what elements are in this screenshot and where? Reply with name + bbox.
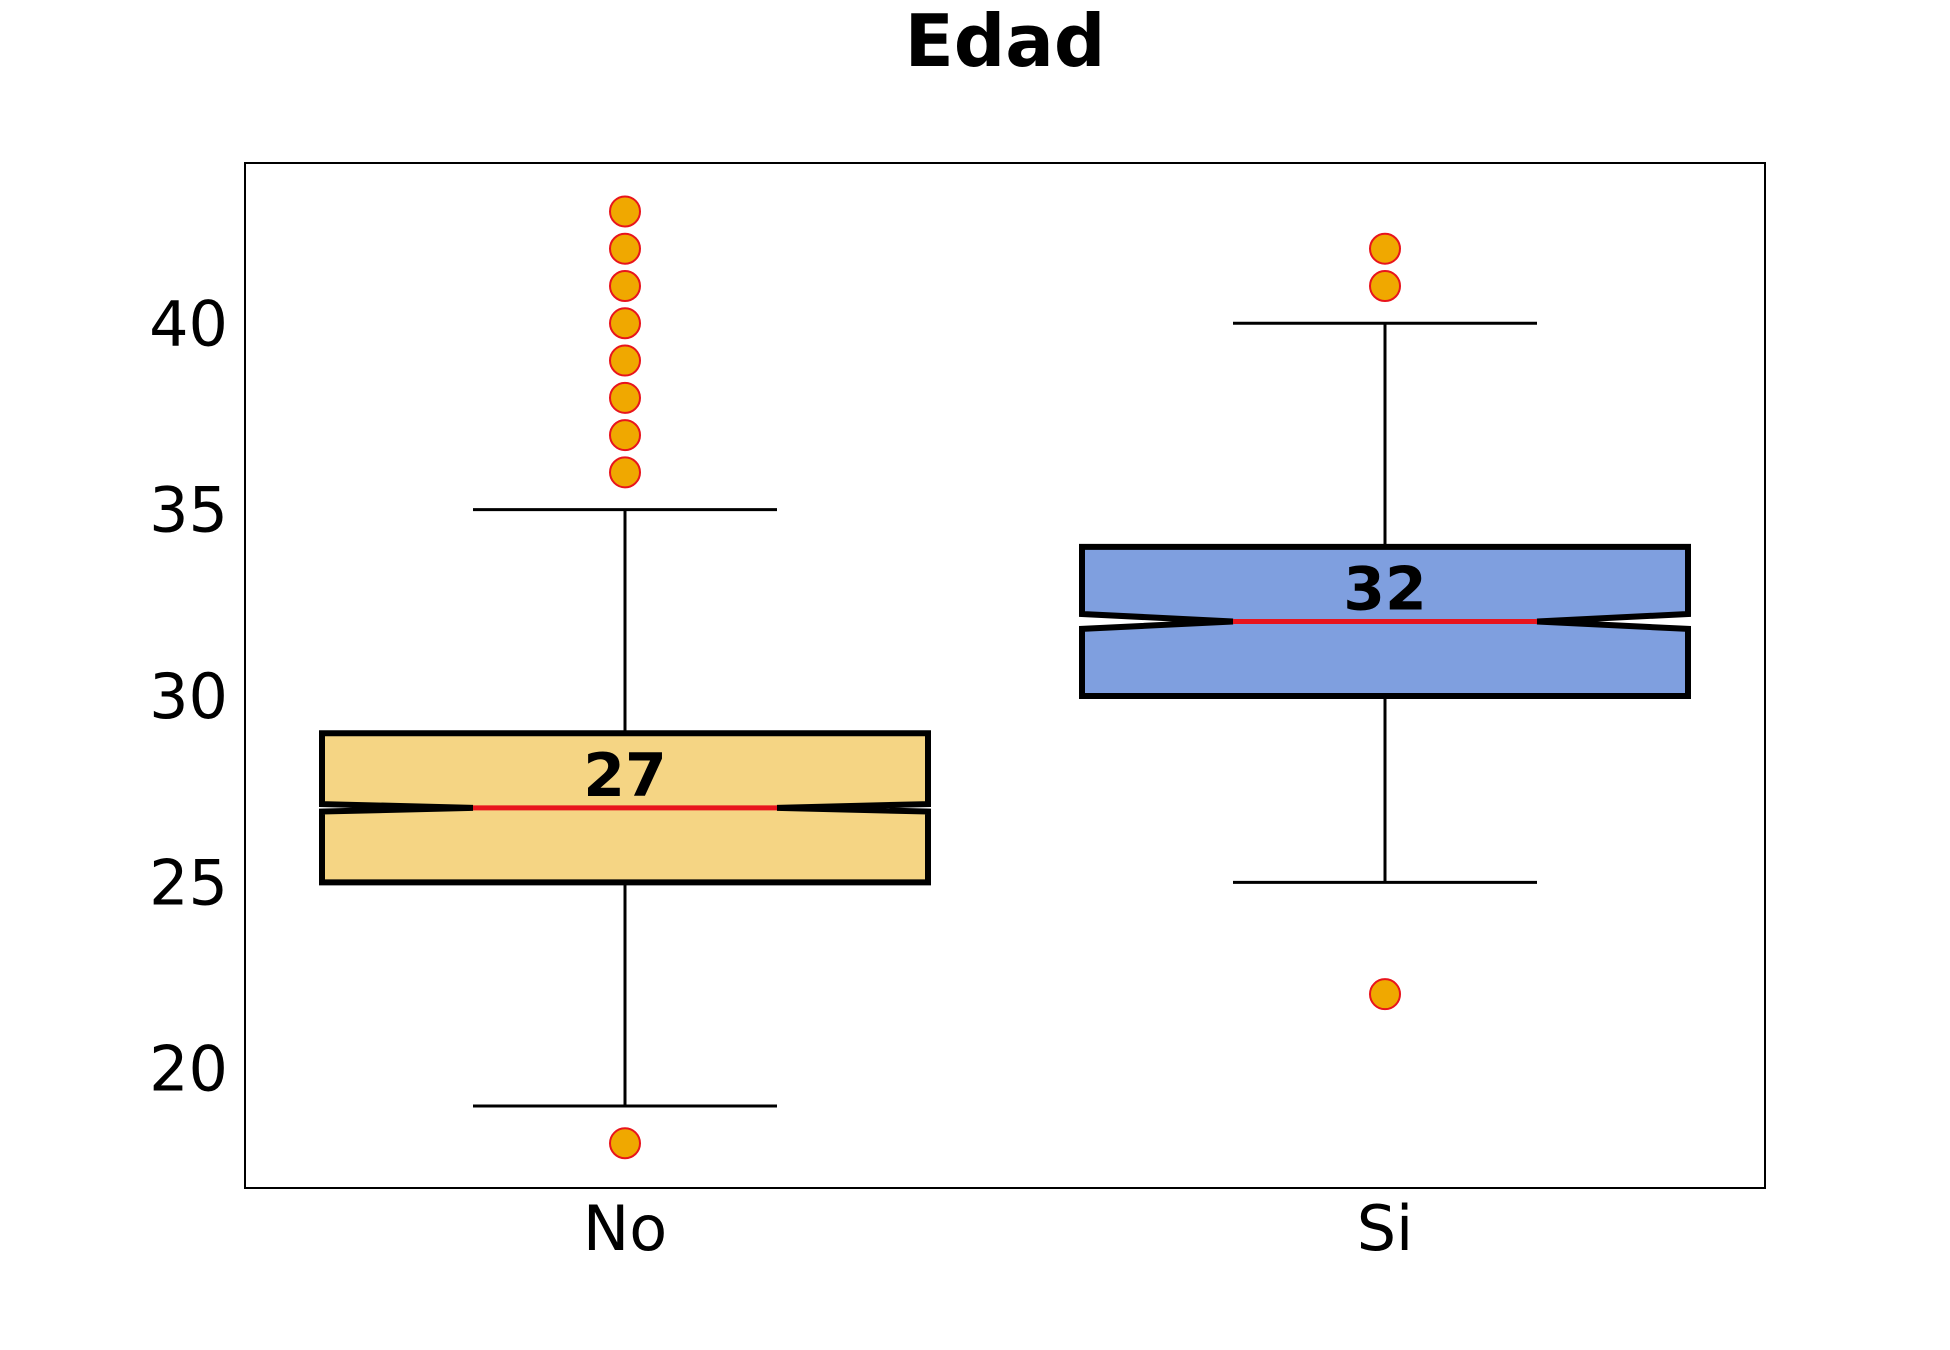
y-tick-label: 35	[149, 474, 228, 547]
plot-area-frame	[244, 162, 1766, 1189]
y-tick-label: 30	[149, 660, 228, 733]
x-tick-label: No	[583, 1192, 667, 1265]
outlier-point	[609, 232, 641, 265]
outlier-point	[1369, 232, 1401, 265]
x-tick-label: Si	[1357, 1192, 1414, 1265]
outlier-point	[1369, 978, 1401, 1011]
outlier-point	[609, 456, 641, 489]
outlier-point	[609, 270, 641, 302]
outlier-point	[1369, 270, 1401, 302]
box-groups: 27 32	[319, 195, 1691, 1160]
x-axis: No Si	[583, 1192, 1413, 1265]
y-tick-label: 40	[149, 287, 228, 360]
outlier-point	[609, 1127, 641, 1160]
y-tick-label: 25	[149, 846, 228, 919]
median-label: 32	[1343, 554, 1427, 624]
outlier-point	[609, 381, 641, 414]
outlier-point	[609, 419, 641, 452]
y-tick-label: 20	[149, 1033, 228, 1106]
chart-title: Edad	[905, 0, 1106, 83]
median-label: 27	[583, 741, 667, 811]
outlier-point	[609, 195, 641, 228]
y-axis: 20 25 30 35 40	[149, 287, 228, 1105]
box-group-no: 27	[319, 195, 931, 1160]
outlier-point	[609, 344, 641, 377]
box-group-si: 32	[1079, 232, 1691, 1011]
outlier-point	[609, 307, 641, 340]
